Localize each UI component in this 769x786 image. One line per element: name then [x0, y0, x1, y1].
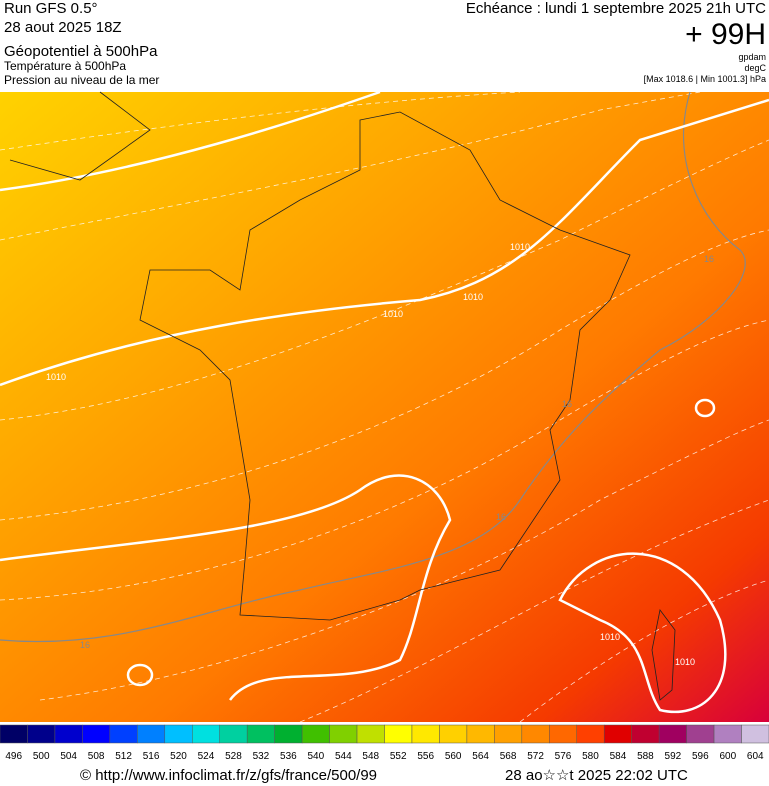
isobars — [0, 90, 769, 714]
contour-label: 16 — [704, 254, 714, 264]
unit: degC — [744, 63, 766, 73]
contour-label: 1010 — [600, 632, 620, 642]
scale-cell — [54, 724, 83, 744]
scale-cell — [274, 724, 303, 744]
scale-cell — [109, 724, 138, 744]
scale-cell — [658, 724, 687, 744]
scale-cell — [549, 724, 577, 744]
unit: [Max 1018.6 | Min 1001.3] hPa — [644, 74, 766, 84]
contour-label: 1010 — [46, 372, 66, 382]
scale-cell — [686, 724, 715, 744]
isotherms — [0, 91, 746, 643]
scale-label: 568 — [500, 751, 517, 762]
scale-cell — [164, 724, 193, 744]
scale-cell — [301, 724, 330, 744]
map: 1010 1010 1010 1010 1010 1010 16 16 16 1… — [0, 90, 769, 723]
scale-label: 508 — [88, 751, 105, 762]
scale-cell — [0, 724, 28, 744]
contour-label: 1010 — [675, 657, 695, 667]
scale-cell — [384, 724, 413, 744]
scale-label: 512 — [115, 751, 132, 762]
scale-label: 500 — [33, 751, 50, 762]
scale-cell — [137, 724, 166, 744]
layer: Géopotentiel à 500hPa — [4, 43, 158, 60]
scale-cell — [329, 724, 358, 744]
scale-label: 580 — [582, 751, 599, 762]
scale-label: 496 — [5, 751, 22, 762]
scale-label: 556 — [417, 751, 434, 762]
scale-cell — [411, 724, 440, 744]
scale-label: 572 — [527, 751, 544, 762]
scale-label: 528 — [225, 751, 242, 762]
scale-cell — [713, 724, 742, 744]
scale-label: 596 — [692, 751, 709, 762]
scale-label: 560 — [445, 751, 462, 762]
scale-cell — [82, 724, 111, 744]
scale-cell — [439, 724, 468, 744]
contour-label: 1010 — [463, 292, 483, 302]
scale-label: 516 — [143, 751, 160, 762]
scale-label: 532 — [253, 751, 270, 762]
scale-label: 520 — [170, 751, 187, 762]
layer: Température à 500hPa — [4, 59, 126, 73]
scale-cell — [356, 724, 385, 744]
scale-cell — [603, 724, 632, 744]
scale-cell — [521, 724, 550, 744]
scale-label: 552 — [390, 751, 407, 762]
scale-label: 584 — [610, 751, 627, 762]
scale-label: 604 — [747, 751, 764, 762]
coastlines — [9, 91, 676, 701]
contour-label: 16 — [80, 640, 90, 650]
scale-cell — [494, 724, 523, 744]
map-background — [0, 92, 769, 722]
scale-cell — [466, 724, 495, 744]
scale-label: 536 — [280, 751, 297, 762]
scale-label: 576 — [555, 751, 572, 762]
contour-label: 1010 — [510, 242, 530, 252]
scale-label: 564 — [472, 751, 489, 762]
scale-label: 504 — [60, 751, 77, 762]
scale-cell — [631, 724, 660, 744]
scale-label: 540 — [307, 751, 324, 762]
scale-cell — [576, 724, 605, 744]
scale-label: 588 — [637, 751, 654, 762]
contour-label: 16 — [496, 512, 506, 522]
scale-label: 592 — [665, 751, 682, 762]
contour-label: 1010 — [383, 309, 403, 319]
contour-label: 16 — [562, 399, 572, 409]
run-date: 28 aout 2025 18Z — [4, 19, 122, 36]
layer: Pression au niveau de la mer — [4, 73, 159, 87]
scale-label: 544 — [335, 751, 352, 762]
scale-label: 600 — [719, 751, 736, 762]
scale-cell — [192, 724, 220, 744]
temperature-contours — [0, 91, 769, 723]
run: Run GFS 0.5° — [4, 0, 98, 17]
scale-cell — [741, 724, 769, 744]
scale-label: 548 — [362, 751, 379, 762]
contour-labels: 1010 1010 1010 1010 1010 1010 16 16 16 1… — [46, 242, 714, 667]
scale-cell — [246, 724, 275, 744]
scale-label: 524 — [198, 751, 215, 762]
unit: gpdam — [738, 52, 766, 62]
color-scale: 496 500 504 508 512 516 520 524 528 532 536 540 544 5… — [0, 724, 769, 762]
source: © http://www.infoclimat.fr/z/gfs/france/… — [80, 767, 377, 784]
scale-cell — [27, 724, 56, 744]
lead-time: + 99H — [685, 18, 766, 51]
echeance: Echéance : lundi 1 septembre 2025 21h UT… — [466, 0, 766, 17]
generated: 28 ao☆☆t 2025 22:02 UTC — [505, 767, 688, 784]
scale-cell — [219, 724, 248, 744]
